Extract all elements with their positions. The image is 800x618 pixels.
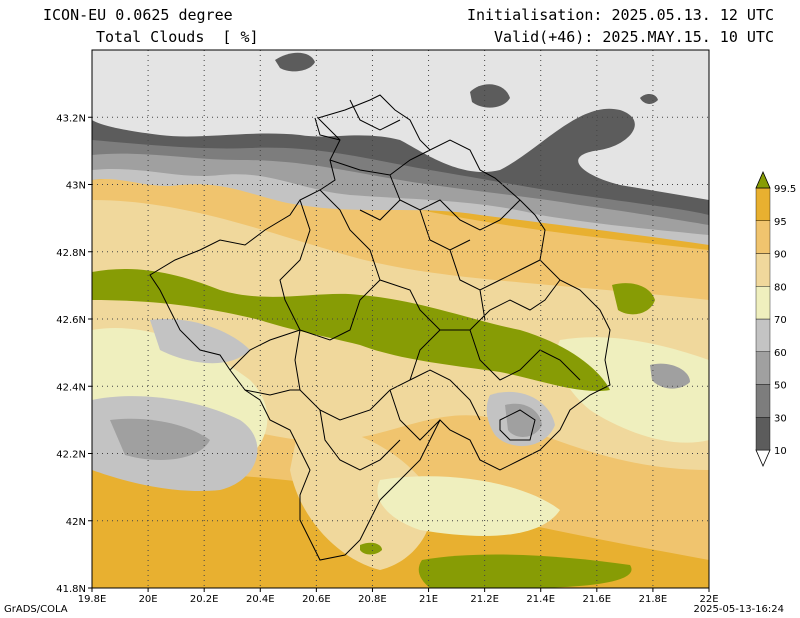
field-olive-east [612, 283, 655, 315]
colorbar-label: 99.5 [774, 184, 796, 195]
field-dark-blob-ne [640, 94, 658, 104]
lon-tick-label: 20.6E [302, 594, 331, 605]
lat-tick-label: 42.4N [56, 382, 86, 393]
border-inner-3 [294, 329, 481, 421]
longitude-ticks: 19.8E 20E 20.2E 20.4E 20.6E 20.8E 21E 21.2E 21.4… [78, 588, 719, 605]
border-outline [149, 94, 611, 561]
colorbar-bottom-arrow [755, 449, 771, 467]
border-inner-1 [279, 189, 381, 341]
field-tan-south [290, 420, 433, 570]
variable-title: Total Clouds [ %] [96, 28, 259, 46]
field-dark-blob-nw [275, 52, 315, 72]
lat-tick-label: 43.2N [56, 113, 86, 124]
lat-tick-label: 42.6N [56, 315, 86, 326]
lon-tick-label: 21.4E [526, 594, 555, 605]
lat-tick-label: 42.2N [56, 450, 86, 461]
colorbar-swatch [755, 351, 771, 385]
initialisation-label: Initialisation: 2025.05.13. 12 UTC [466, 6, 774, 24]
lon-tick-label: 22E [699, 594, 718, 605]
border-inner-6 [359, 199, 541, 321]
colorbar-label: 10 [774, 446, 787, 457]
field-mid-west [110, 418, 210, 460]
lon-tick-label: 20E [139, 594, 158, 605]
colorbar-label: 30 [774, 413, 787, 424]
colorbar-swatch [755, 286, 771, 320]
field-light-center [150, 319, 250, 364]
border-inner-2 [379, 279, 561, 331]
lon-tick-label: 21E [419, 594, 438, 605]
colorbar-label: 70 [774, 315, 787, 326]
field-cream-south [377, 476, 560, 536]
colorbar-swatch [755, 417, 771, 451]
field-mid-east [650, 363, 690, 389]
field-olive-dot [360, 542, 382, 555]
colorbar-swatch [755, 220, 771, 254]
latitude-ticks: 41.8N 42N 42.2N 42.4N 42.6N 42.8N 43N 43.2N [56, 113, 92, 595]
field-cream-east [556, 337, 709, 443]
lon-tick-label: 21.6E [583, 594, 612, 605]
lon-tick-label: 19.8E [78, 594, 107, 605]
field-dark-blob-n [470, 84, 510, 108]
colorbar-swatch [755, 318, 771, 352]
credit-label: GrADS/COLA [4, 604, 68, 615]
colorbar-swatch [755, 253, 771, 287]
timestamp-label: 2025-05-13-16:24 [693, 604, 784, 615]
colorbar-label: 95 [774, 217, 787, 228]
lat-tick-label: 41.8N [56, 584, 86, 595]
colorbar-top-arrow [755, 171, 771, 189]
cloud-field [92, 50, 709, 588]
colorbar-label: 80 [774, 282, 787, 293]
colorbar-label: 90 [774, 250, 787, 261]
lon-tick-label: 20.4E [246, 594, 275, 605]
border-inner-4 [389, 329, 581, 441]
colorbar-legend: 10 30 50 60 70 80 90 95 99.5 [755, 171, 796, 467]
lon-tick-label: 20.8E [358, 594, 387, 605]
field-olive-south [418, 554, 632, 588]
lon-tick-label: 21.8E [639, 594, 668, 605]
field-clear-north [92, 50, 709, 200]
colorbar-label: 60 [774, 348, 787, 359]
model-title: ICON-EU 0.0625 degree [43, 6, 233, 24]
lat-tick-label: 43N [66, 181, 86, 192]
colorbar-swatch [755, 384, 771, 418]
lat-tick-label: 42.8N [56, 248, 86, 259]
lon-tick-label: 20.2E [190, 594, 219, 605]
colorbar-label: 50 [774, 381, 787, 392]
colorbar-swatch [755, 187, 771, 221]
border-inner-8 [314, 99, 401, 141]
valid-time-label: Valid(+46): 2025.MAY.15. 10 UTC [494, 28, 774, 46]
lon-tick-label: 21.2E [470, 594, 499, 605]
border-inner-7 [319, 409, 536, 471]
lat-tick-label: 42N [66, 517, 86, 528]
